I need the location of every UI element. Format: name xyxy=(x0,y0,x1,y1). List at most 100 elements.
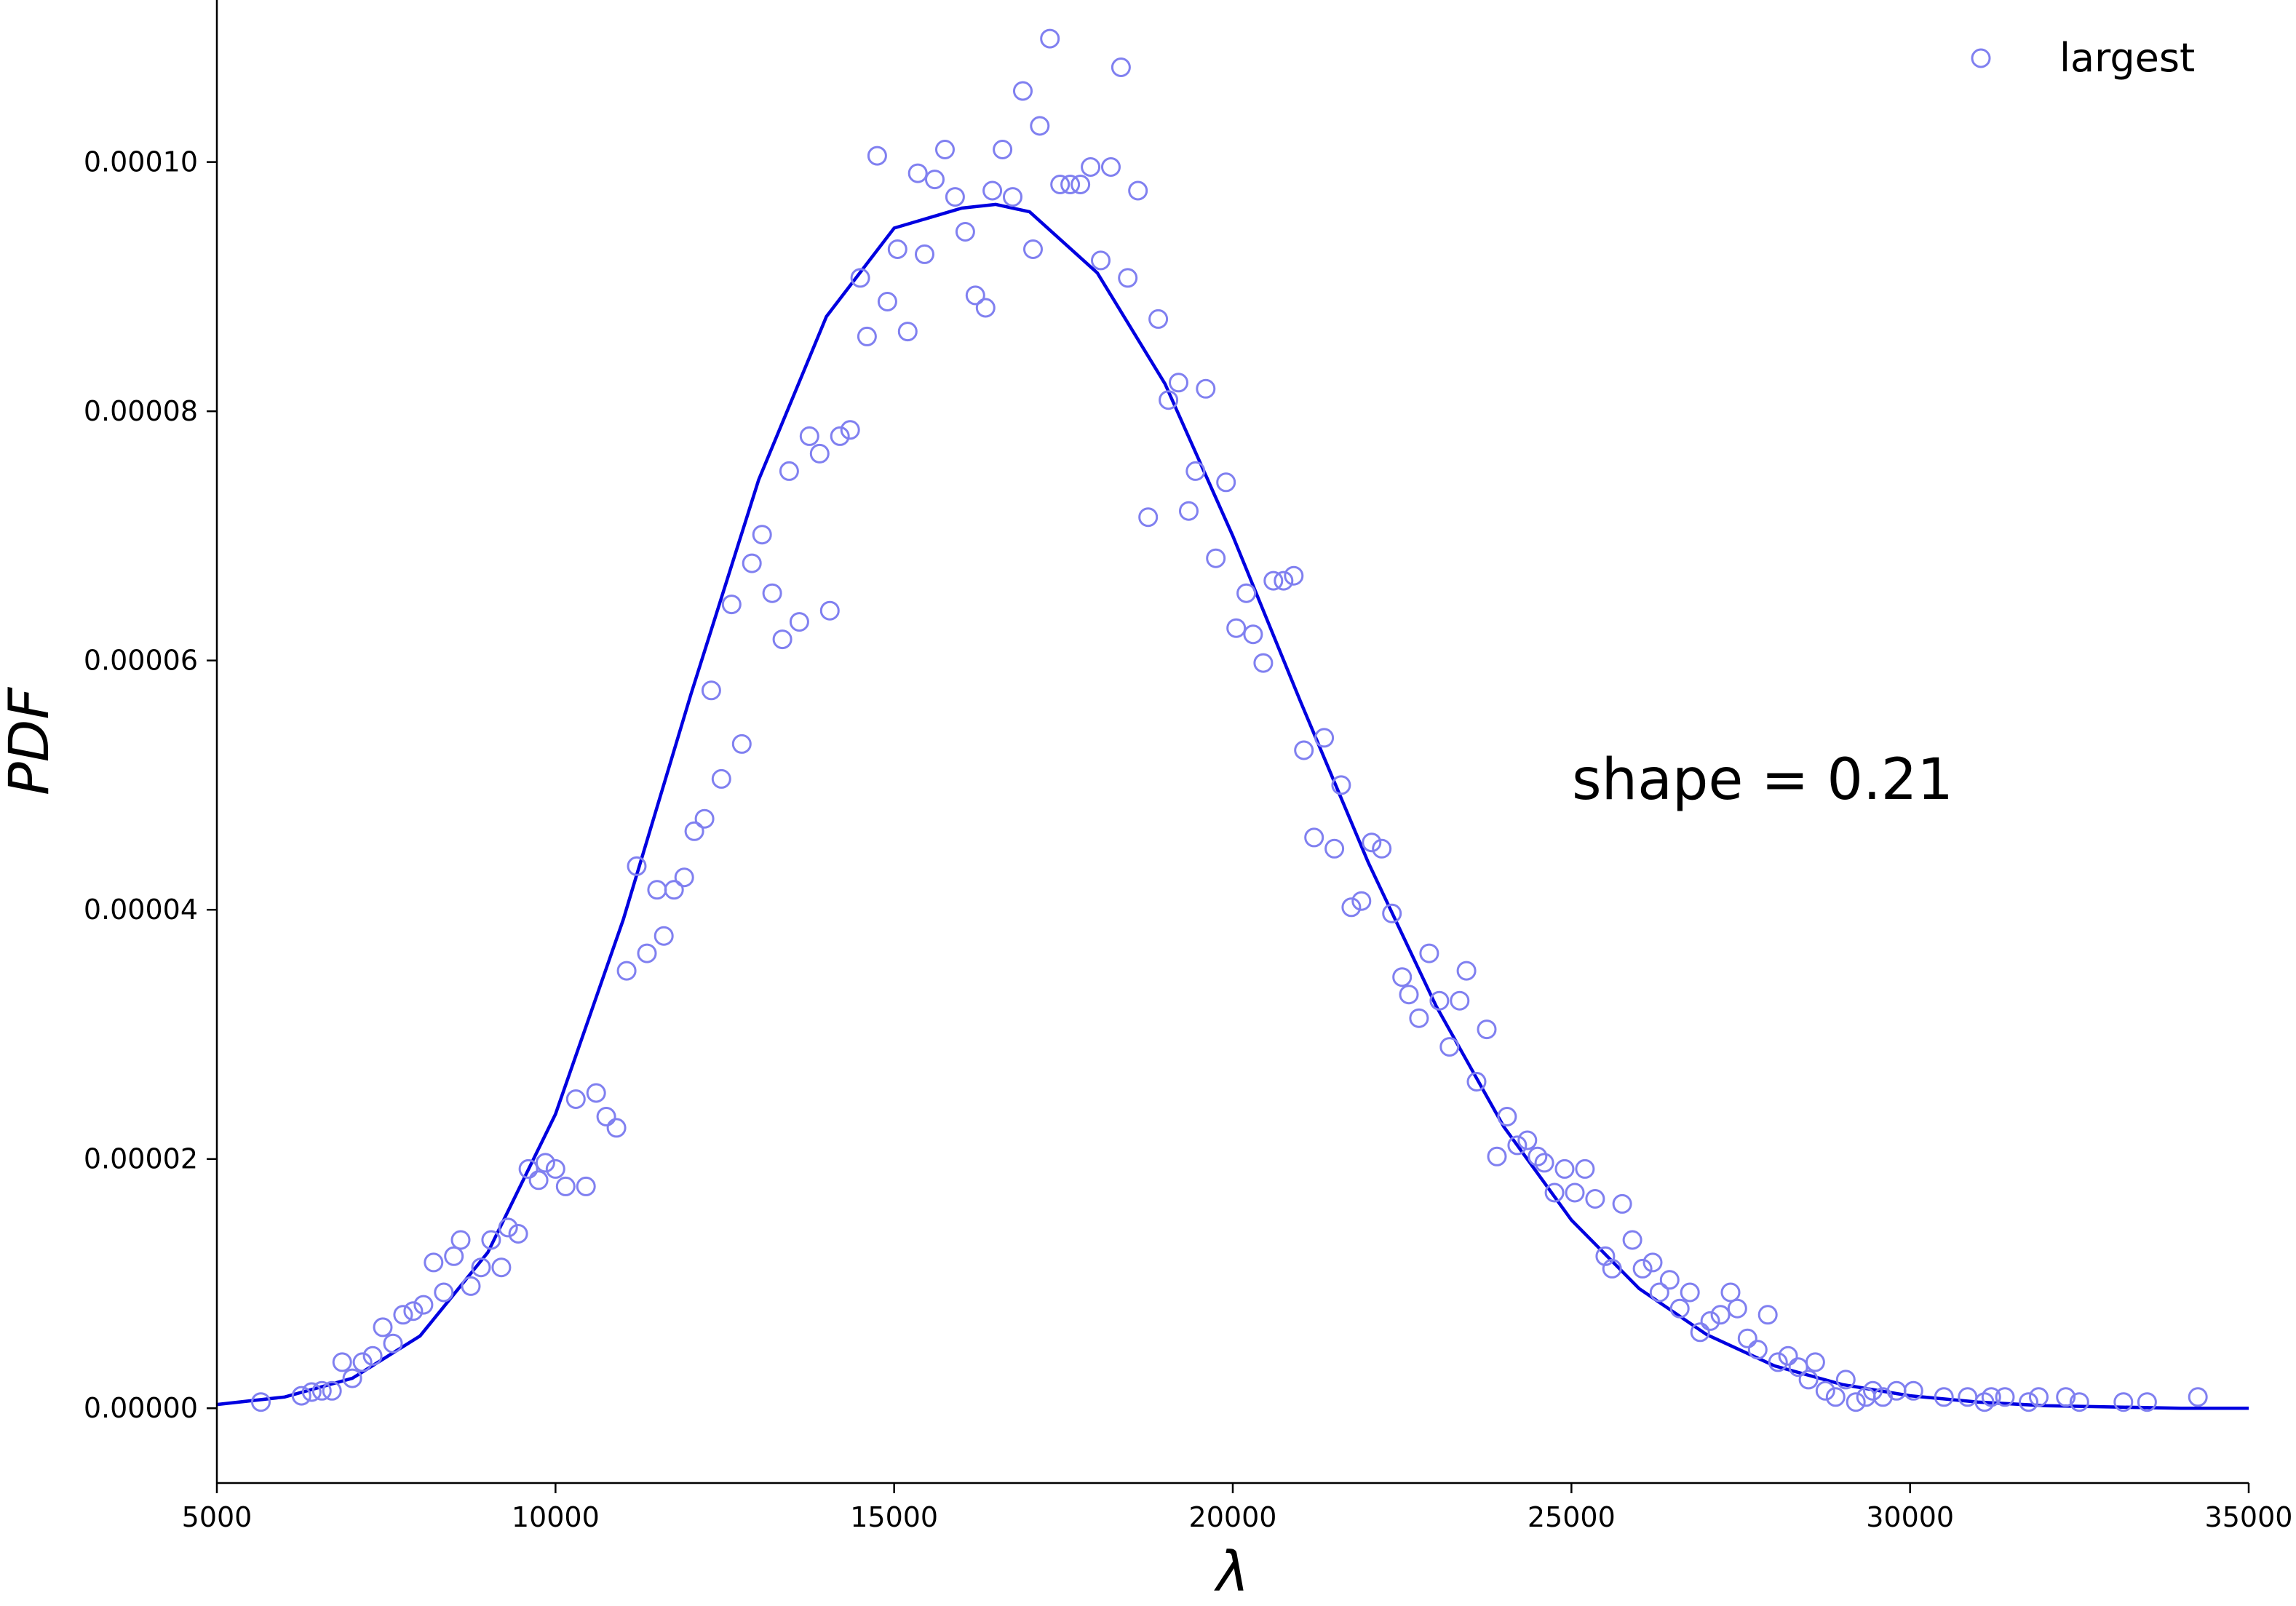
data-point xyxy=(654,926,674,946)
data-point xyxy=(393,1305,413,1325)
data-point xyxy=(2056,1387,2076,1407)
data-point xyxy=(1439,1037,1460,1057)
data-point xyxy=(711,768,731,789)
data-point xyxy=(1981,1387,2001,1407)
data-point xyxy=(819,600,840,621)
data-point xyxy=(1128,180,1148,201)
data-point xyxy=(1409,1008,1429,1028)
data-point xyxy=(993,140,1013,159)
data-point xyxy=(1294,740,1314,760)
data-point xyxy=(1284,565,1304,586)
data-point xyxy=(1324,838,1345,859)
data-point xyxy=(1903,1380,1923,1401)
data-point xyxy=(857,326,877,346)
data-point xyxy=(1487,1146,1507,1166)
data-point xyxy=(1341,897,1362,918)
data-point xyxy=(799,426,819,446)
data-point xyxy=(1331,775,1351,795)
data-point xyxy=(1362,832,1382,853)
data-point xyxy=(1179,501,1199,521)
data-point xyxy=(1565,1182,1585,1203)
data-point xyxy=(925,170,945,190)
data-point xyxy=(1111,57,1131,77)
data-point xyxy=(1101,157,1121,177)
data-point xyxy=(1554,1158,1575,1179)
data-point xyxy=(1243,624,1263,645)
data-point xyxy=(1720,1282,1741,1303)
x-tick-label: 30000 xyxy=(1866,1501,1954,1533)
data-point xyxy=(1226,618,1247,638)
x-axis-ticks: 5000 10000 15000 20000 25000 30000 35000 xyxy=(182,1483,2292,1533)
data-point xyxy=(1351,891,1372,911)
y-axis-title: PDF xyxy=(0,687,61,795)
data-point xyxy=(373,1317,393,1337)
data-point xyxy=(850,268,870,288)
data-point xyxy=(1497,1107,1517,1126)
data-point xyxy=(383,1333,403,1353)
data-point xyxy=(945,187,965,207)
data-point xyxy=(1805,1352,1825,1372)
x-tick-label: 10000 xyxy=(512,1501,600,1533)
data-point xyxy=(627,856,647,876)
data-point xyxy=(1070,175,1091,194)
data-point xyxy=(2069,1392,2089,1412)
x-tick-label: 15000 xyxy=(850,1501,938,1533)
data-point xyxy=(789,612,809,632)
data-point xyxy=(535,1153,555,1173)
data-point xyxy=(450,1230,471,1250)
data-point xyxy=(1585,1189,1605,1209)
data-point xyxy=(1757,1305,1778,1325)
y-tick-label: 0.00002 xyxy=(84,1143,198,1175)
data-point xyxy=(1995,1387,2015,1407)
y-tick-label: 0.00004 xyxy=(84,894,198,926)
data-point xyxy=(1622,1230,1642,1250)
data-point xyxy=(1768,1352,1788,1372)
data-point xyxy=(352,1352,373,1372)
data-point xyxy=(332,1352,352,1372)
data-point xyxy=(897,322,918,342)
data-point xyxy=(606,1118,627,1138)
data-point xyxy=(809,443,830,464)
data-point xyxy=(779,461,799,481)
data-point xyxy=(1649,1282,1669,1303)
data-point xyxy=(1934,1387,1954,1407)
data-point xyxy=(1169,373,1188,393)
data-point xyxy=(518,1158,539,1179)
data-point xyxy=(840,420,860,440)
data-point xyxy=(637,943,657,963)
data-point xyxy=(1040,28,1060,49)
data-point xyxy=(1737,1328,1757,1348)
y-tick-label: 0.00000 xyxy=(84,1392,198,1424)
data-point xyxy=(461,1276,481,1296)
x-axis-title: λ xyxy=(1214,1539,1250,1604)
data-point xyxy=(1632,1258,1653,1279)
data-point xyxy=(1727,1298,1747,1319)
data-point xyxy=(1456,961,1477,981)
data-point xyxy=(982,180,1003,201)
data-point xyxy=(498,1217,518,1238)
data-point xyxy=(1206,548,1226,568)
data-point xyxy=(1659,1270,1680,1290)
data-point xyxy=(1690,1322,1710,1343)
data-point xyxy=(1642,1252,1663,1273)
data-point xyxy=(1544,1182,1565,1203)
y-tick-label: 0.00008 xyxy=(84,395,198,427)
data-point xyxy=(1314,728,1335,748)
data-point xyxy=(1023,239,1043,259)
data-point xyxy=(694,808,715,829)
data-point xyxy=(471,1257,491,1278)
data-point xyxy=(915,244,934,264)
data-point xyxy=(1091,250,1111,271)
data-point xyxy=(2019,1392,2038,1412)
data-point xyxy=(342,1368,362,1388)
data-point xyxy=(1710,1305,1731,1325)
data-point xyxy=(1399,985,1419,1005)
data-point xyxy=(1528,1146,1548,1166)
data-point xyxy=(684,821,704,841)
data-point xyxy=(311,1380,332,1401)
data-point xyxy=(545,1158,565,1179)
data-point xyxy=(907,163,928,183)
data-point xyxy=(528,1170,549,1190)
